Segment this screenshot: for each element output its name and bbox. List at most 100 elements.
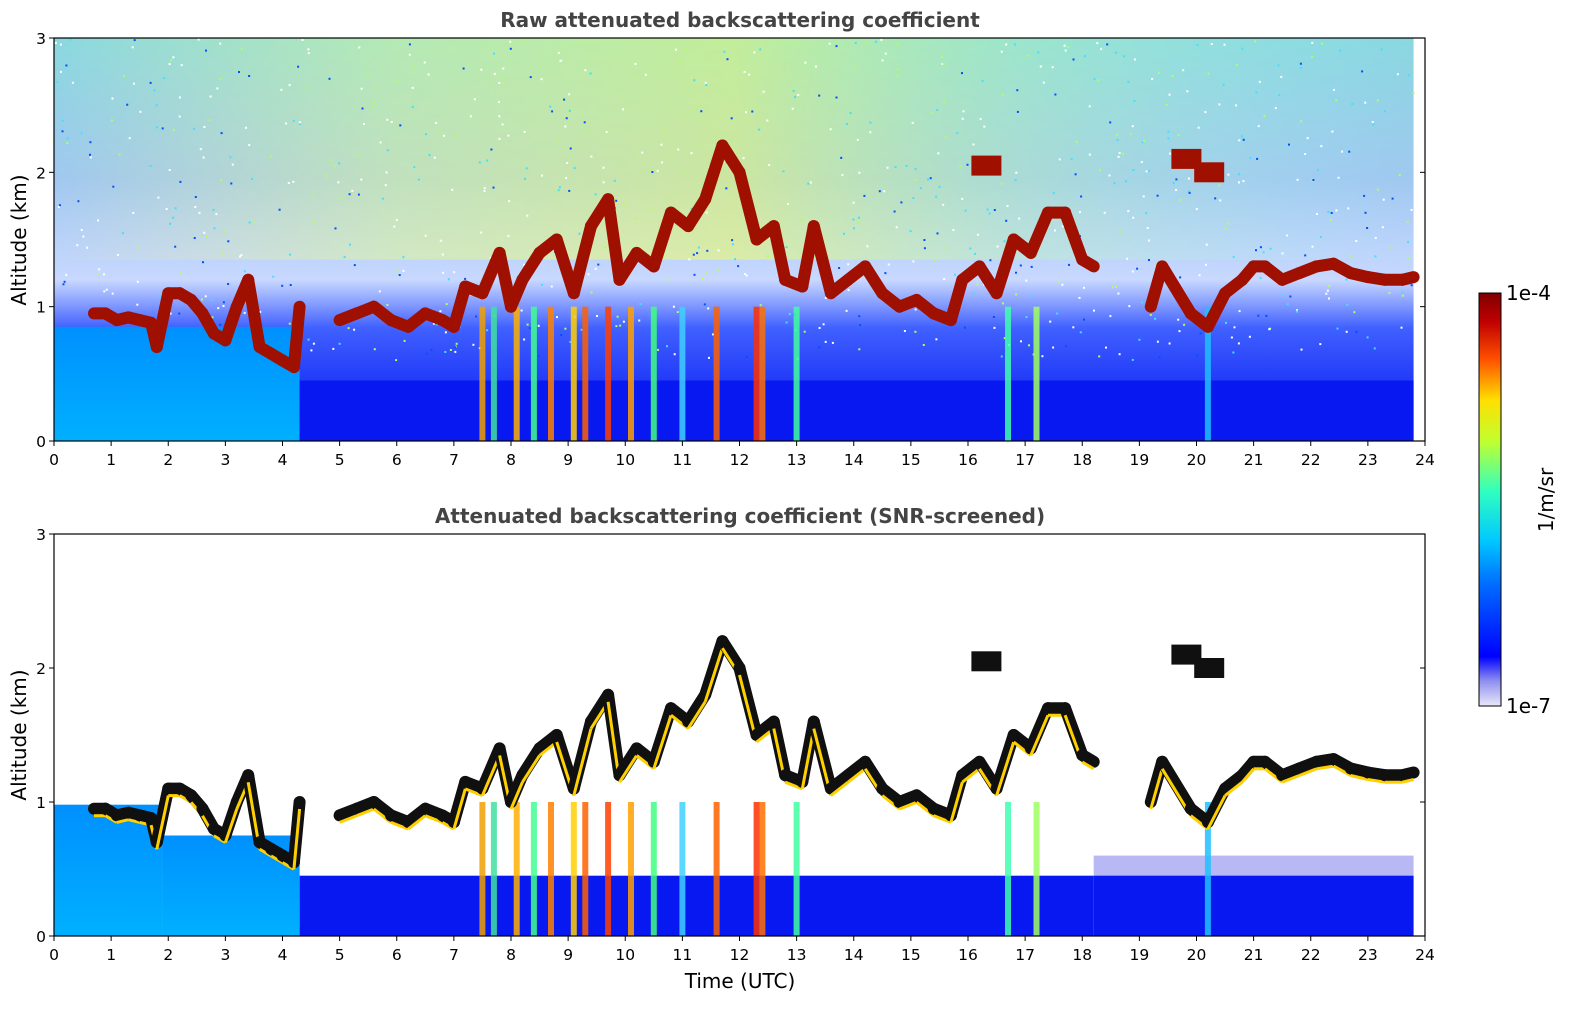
noise-speckle	[1242, 180, 1245, 183]
noise-speckle	[896, 74, 899, 77]
noise-speckle	[1346, 303, 1349, 306]
noise-speckle	[231, 163, 234, 166]
cloud-layer-edge	[995, 741, 1016, 797]
noise-speckle	[475, 315, 478, 318]
x-tick-label: 8	[506, 946, 516, 964]
noise-speckle	[835, 96, 838, 99]
noise-speckle	[1238, 310, 1241, 313]
noise-speckle	[762, 90, 765, 93]
noise-speckle	[301, 39, 304, 41]
noise-speckle	[1207, 72, 1210, 75]
noise-speckle	[1182, 69, 1185, 72]
noise-speckle	[89, 141, 92, 144]
noise-speckle	[473, 98, 476, 101]
cloud-layer-edge	[1332, 764, 1352, 777]
precip-streak	[793, 802, 800, 936]
precip-streak	[759, 802, 766, 936]
noise-speckle	[441, 253, 444, 256]
precip-streak	[1005, 306, 1011, 441]
noise-speckle	[554, 190, 557, 193]
x-tick-label: 21	[1244, 946, 1264, 964]
noise-speckle	[1327, 210, 1330, 213]
noise-speckle	[1319, 343, 1322, 346]
x-tick-label: 23	[1358, 451, 1378, 469]
noise-speckle	[751, 110, 754, 113]
noise-speckle	[390, 121, 393, 123]
noise-speckle	[1259, 246, 1262, 249]
elevated-cloud	[971, 155, 1002, 176]
noise-speckle	[878, 190, 881, 193]
noise-speckle	[80, 132, 83, 135]
x-tick-label: 2	[163, 451, 173, 469]
noise-speckle	[660, 143, 663, 146]
cloud-layer-edge	[1149, 768, 1164, 810]
precip-streak	[713, 306, 720, 441]
noise-speckle	[136, 280, 139, 283]
noise-speckle	[1331, 130, 1334, 133]
precip-streak	[628, 306, 634, 441]
cloud-layer-segment	[567, 220, 597, 300]
noise-speckle	[568, 109, 571, 112]
noise-speckle	[63, 280, 66, 283]
noise-speckle	[1146, 227, 1149, 230]
noise-speckle	[661, 161, 664, 164]
noise-speckle	[1241, 47, 1244, 50]
noise-speckle	[586, 131, 589, 134]
noise-speckle	[700, 110, 703, 113]
noise-speckle	[325, 174, 328, 177]
noise-speckle	[376, 86, 379, 89]
noise-speckle	[386, 118, 389, 121]
noise-speckle	[1147, 239, 1150, 242]
x-tick-label: 6	[392, 451, 402, 469]
precip-streak	[1204, 306, 1211, 441]
noise-speckle	[1366, 336, 1369, 339]
noise-speckle	[766, 255, 769, 258]
noise-speckle	[1277, 64, 1280, 67]
noise-speckle	[498, 115, 501, 118]
noise-speckle	[1115, 286, 1117, 288]
noise-speckle	[386, 149, 389, 152]
noise-speckle	[707, 307, 710, 310]
cloud-layer-edge	[961, 767, 981, 784]
cloud-layer-segment	[699, 139, 729, 206]
noise-speckle	[1000, 182, 1003, 185]
noise-speckle	[523, 263, 526, 266]
noise-speckle	[824, 296, 827, 299]
noise-speckle	[587, 273, 590, 276]
noise-speckle	[782, 170, 785, 173]
noise-speckle	[1130, 133, 1133, 136]
noise-speckle	[943, 100, 946, 103]
plot-area-raw	[54, 38, 1420, 441]
noise-speckle	[1222, 83, 1225, 86]
noise-speckle	[523, 130, 526, 133]
noise-speckle	[445, 303, 448, 306]
noise-speckle	[828, 42, 831, 45]
noise-speckle	[710, 356, 713, 359]
noise-speckle	[634, 62, 637, 65]
noise-speckle	[1304, 254, 1307, 257]
cloud-layer-edge	[155, 795, 170, 850]
noise-speckle	[158, 295, 161, 298]
noise-speckle	[122, 75, 125, 78]
noise-speckle	[1396, 73, 1399, 76]
noise-speckle	[1118, 230, 1121, 233]
noise-speckle	[425, 352, 428, 355]
y-tick-label: 2	[36, 660, 46, 678]
cloud-layer-edge	[339, 814, 358, 824]
noise-speckle	[1100, 47, 1103, 50]
noise-speckle	[759, 48, 762, 51]
noise-speckle	[373, 348, 376, 351]
noise-speckle	[672, 305, 675, 308]
noise-speckle	[1142, 195, 1145, 198]
noise-speckle	[216, 87, 219, 90]
noise-speckle	[1020, 340, 1022, 343]
x-tick-label: 17	[1015, 946, 1035, 964]
noise-speckle	[1321, 42, 1324, 45]
y-tick-label: 0	[36, 928, 46, 946]
noise-speckle	[483, 190, 486, 192]
noise-speckle	[688, 258, 691, 261]
noise-speckle	[1178, 330, 1181, 333]
noise-speckle	[1374, 255, 1377, 258]
cloud-layer-edge	[281, 861, 295, 871]
noise-speckle	[522, 40, 525, 43]
